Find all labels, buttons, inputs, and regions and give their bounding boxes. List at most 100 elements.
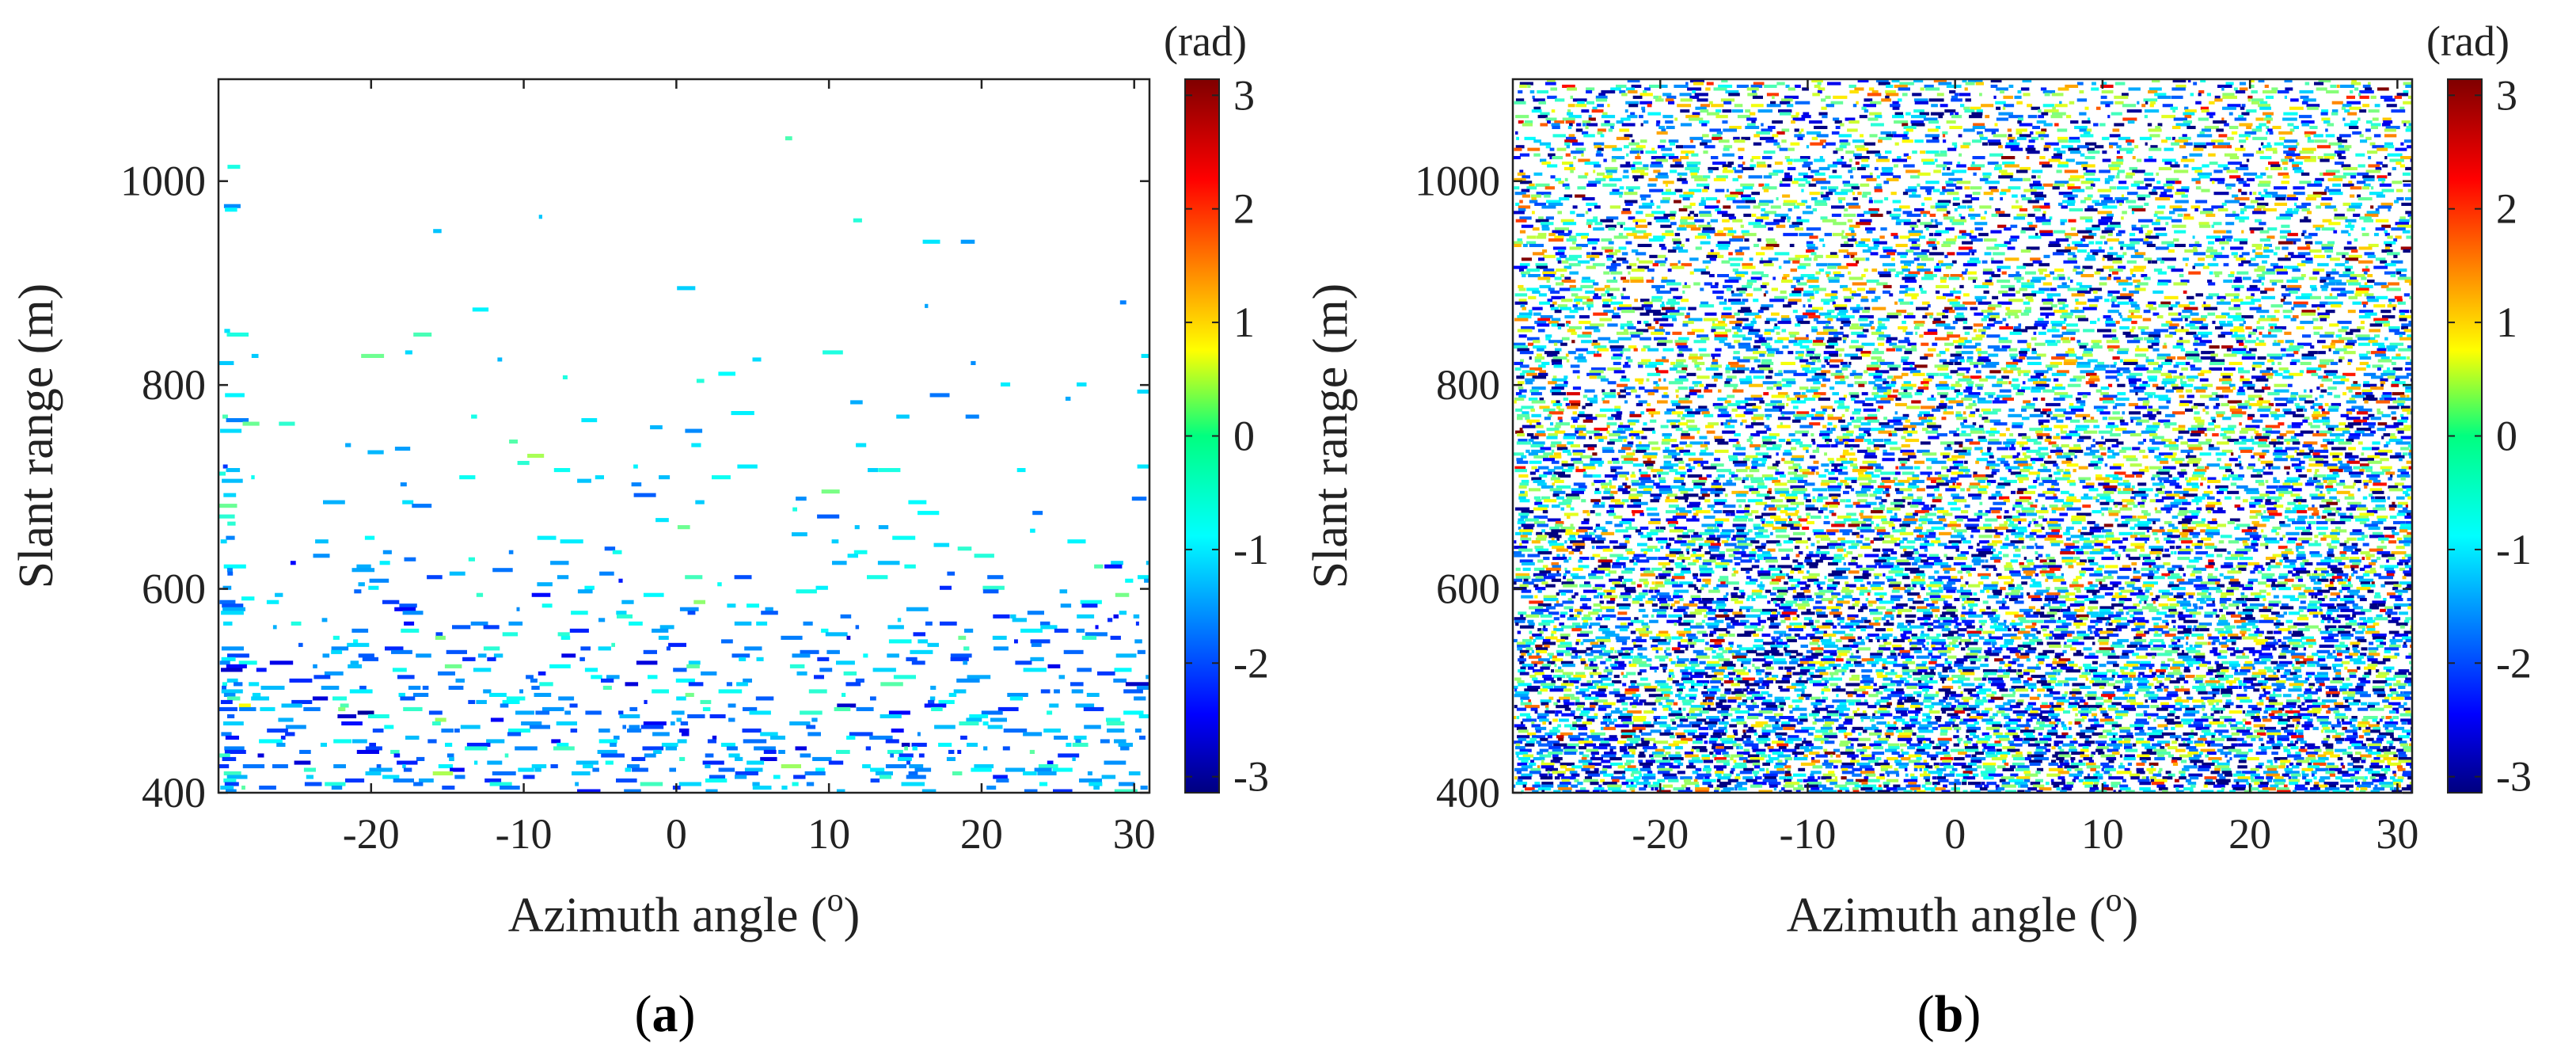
phase-speckle [357, 710, 374, 715]
phase-speckle [846, 635, 851, 640]
phase-speckle [2020, 230, 2026, 234]
phase-speckle [2054, 181, 2069, 185]
phase-speckle [1783, 304, 1791, 308]
phase-speckle [2051, 325, 2057, 329]
phase-speckle [2017, 120, 2022, 124]
phase-speckle [1763, 188, 1769, 192]
phase-speckle [1601, 123, 1615, 127]
phase-speckle [2073, 268, 2077, 272]
phase-speckle [2187, 295, 2194, 299]
phase-speckle [1774, 162, 1783, 166]
phase-speckle [2326, 271, 2339, 275]
phase-speckle [2243, 276, 2251, 280]
phase-speckle [1970, 375, 1981, 379]
phase-speckle [1662, 306, 1675, 310]
phase-speckle [803, 621, 813, 626]
phase-speckle [1624, 192, 1638, 196]
phase-speckle [1864, 268, 1868, 272]
phase-speckle [1738, 342, 1751, 346]
phase-speckle [1700, 241, 1711, 245]
phase-speckle [2097, 211, 2112, 215]
phase-speckle [1753, 351, 1767, 355]
phase-speckle [658, 635, 669, 640]
phase-speckle [2332, 381, 2345, 385]
phase-speckle [1788, 331, 1799, 335]
phase-speckle [1974, 222, 1988, 226]
phase-speckle [1637, 243, 1652, 247]
phase-speckle [2027, 345, 2031, 349]
phase-speckle [2005, 142, 2020, 146]
phase-speckle [2035, 372, 2044, 376]
phase-speckle [225, 735, 239, 740]
phase-speckle [1759, 136, 1774, 140]
phase-speckle [2388, 329, 2400, 333]
phase-speckle [1561, 337, 1570, 341]
phase-speckle [2302, 334, 2312, 338]
phase-speckle [2101, 230, 2113, 234]
phase-speckle [2153, 268, 2163, 272]
phase-speckle [1764, 331, 1771, 335]
phase-speckle [869, 735, 893, 740]
phase-speckle [2051, 156, 2062, 160]
phase-speckle [2019, 356, 2026, 360]
phase-speckle [2263, 188, 2268, 192]
phase-speckle [561, 653, 576, 658]
phase-speckle [1611, 315, 1621, 319]
phase-speckle [2350, 175, 2357, 179]
phase-speckle [1917, 268, 1931, 272]
phase-speckle [2129, 166, 2138, 170]
phase-speckle [2381, 188, 2395, 192]
phase-speckle [1934, 265, 1942, 269]
phase-speckle [1661, 246, 1667, 250]
phase-speckle [433, 229, 442, 234]
phase-speckle [2252, 211, 2266, 215]
phase-speckle [1811, 375, 1826, 379]
phase-speckle [1670, 312, 1685, 316]
phase-speckle [1757, 162, 1766, 166]
phase-speckle [1569, 164, 1574, 168]
phase-speckle [1678, 207, 1688, 211]
phase-speckle [2162, 104, 2173, 108]
phase-speckle [1634, 299, 1638, 303]
phase-speckle [1631, 334, 1640, 338]
phase-speckle [2305, 257, 2313, 261]
phase-speckle [2369, 329, 2380, 333]
phase-speckle [2241, 315, 2254, 319]
phase-speckle [1672, 158, 1681, 162]
phase-speckle [1780, 181, 1783, 185]
phase-speckle [728, 753, 740, 758]
phase-speckle [1695, 246, 1702, 250]
phase-speckle [1693, 282, 1700, 286]
phase-speckle [695, 500, 705, 504]
phase-speckle [606, 675, 620, 679]
phase-speckle [2037, 175, 2041, 179]
phase-speckle [2095, 364, 2110, 368]
phase-speckle [2284, 139, 2298, 143]
phase-speckle [2002, 293, 2016, 297]
phase-speckle [358, 653, 374, 658]
phase-speckle [850, 400, 863, 405]
phase-speckle [652, 628, 669, 633]
phase-speckle [1732, 177, 1738, 181]
phase-speckle [904, 564, 916, 569]
phase-speckle [1519, 364, 1529, 368]
phase-speckle [468, 557, 475, 561]
phase-speckle [1522, 243, 1528, 247]
phase-speckle [1903, 125, 1917, 129]
phase-speckle [2236, 257, 2246, 261]
phase-speckle [2285, 238, 2301, 242]
phase-speckle [2002, 106, 2006, 110]
phase-speckle [1030, 657, 1044, 661]
phase-speckle [2270, 166, 2282, 170]
phase-speckle [504, 753, 509, 758]
phase-speckle [337, 714, 357, 718]
phase-speckle [1728, 276, 1742, 280]
phase-speckle [1670, 263, 1678, 267]
phase-speckle [2366, 120, 2373, 124]
phase-speckle [598, 618, 606, 622]
phase-speckle [1712, 323, 1727, 327]
phase-speckle [2083, 131, 2091, 135]
phase-speckle [964, 628, 974, 633]
phase-speckle [1594, 287, 1605, 291]
phase-speckle [2210, 353, 2218, 357]
